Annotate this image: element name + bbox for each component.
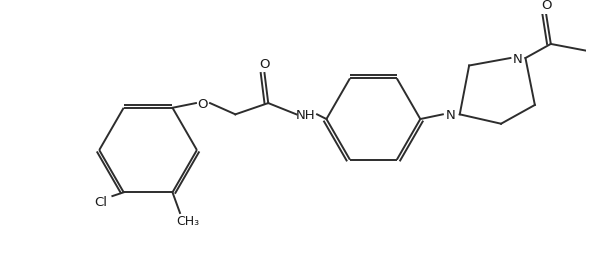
Text: O: O	[541, 0, 551, 12]
Text: CH₃: CH₃	[176, 214, 199, 227]
Text: N: N	[445, 108, 455, 121]
Text: NH: NH	[296, 108, 316, 121]
Text: O: O	[259, 58, 270, 71]
Text: O: O	[197, 97, 208, 110]
Text: N: N	[513, 52, 523, 65]
Text: Cl: Cl	[94, 195, 108, 208]
